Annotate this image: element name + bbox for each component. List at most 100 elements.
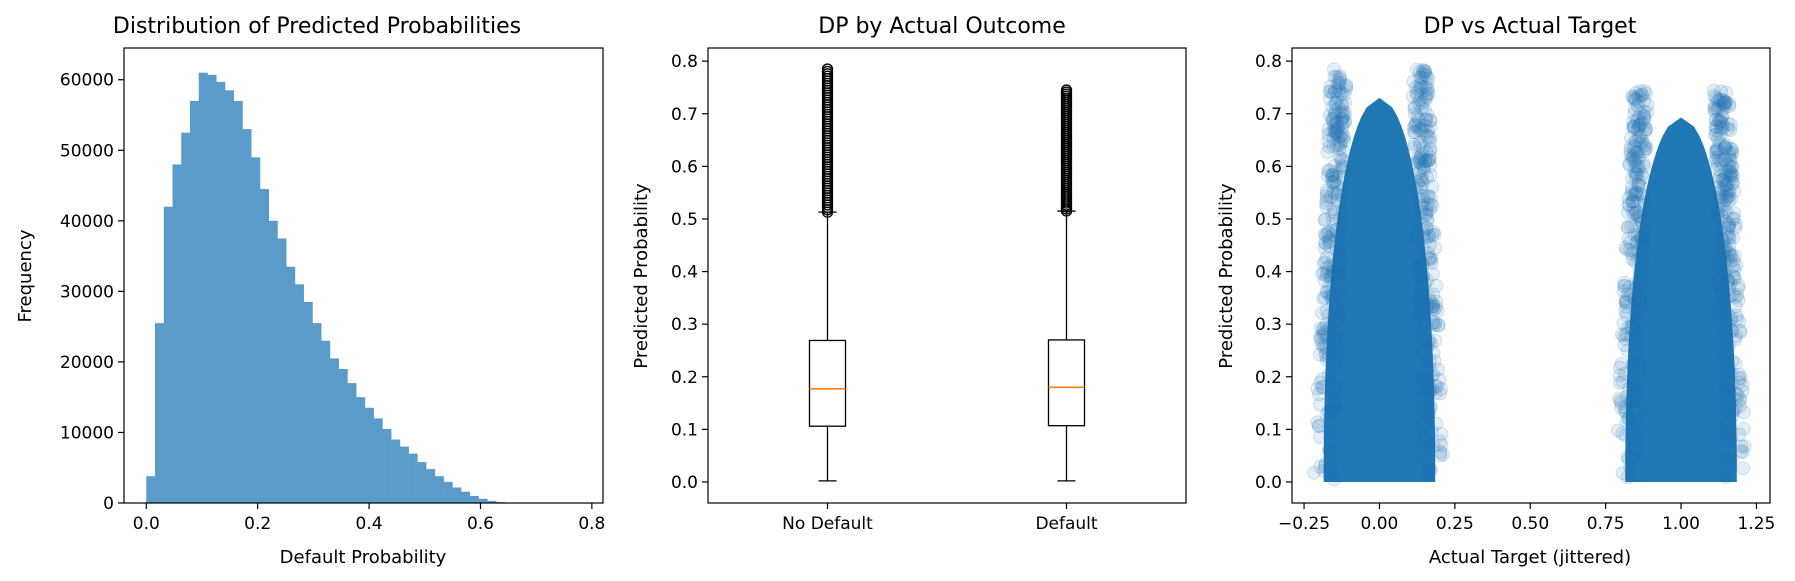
scatter-point <box>1322 163 1337 178</box>
scatter-point <box>1327 266 1342 281</box>
scatter-point <box>1713 115 1728 130</box>
histogram-bar <box>487 500 497 503</box>
scatter-point <box>1423 463 1438 478</box>
scatter-point <box>1616 284 1631 299</box>
scatter-point <box>1336 182 1351 197</box>
scatter-point <box>1331 75 1346 90</box>
scatter-point <box>1632 292 1647 307</box>
scatter-point <box>1433 448 1448 463</box>
scatter-point <box>1709 143 1724 158</box>
scatter-point <box>1317 265 1332 280</box>
scatter-point <box>1717 177 1732 192</box>
scatter-point <box>1322 336 1337 351</box>
scatter-point <box>1427 318 1442 333</box>
histogram-panel: Distribution of Predicted Probabilities … <box>15 14 605 568</box>
hist-y-tick-label: 40000 <box>60 212 114 232</box>
scatter-point <box>1411 120 1426 135</box>
scatter-point <box>1412 152 1427 167</box>
scatter-point <box>1725 268 1740 283</box>
scatter-point <box>1720 306 1735 321</box>
scatter-point <box>1619 308 1634 323</box>
box-y-tick-label: 0.1 <box>671 420 698 440</box>
scatter-point <box>1331 312 1346 327</box>
scatter-point <box>1636 228 1651 243</box>
scatter-point <box>1707 97 1722 112</box>
scatter-point <box>1710 142 1725 157</box>
scatter-point <box>1713 308 1728 323</box>
scatter-point <box>1635 257 1650 272</box>
scatter-point <box>1329 313 1344 328</box>
histogram-bar <box>338 368 348 503</box>
scatter-point <box>1635 170 1650 185</box>
scatter-point <box>1314 337 1329 352</box>
scatter-point <box>1619 299 1634 314</box>
scatter-point <box>1725 409 1740 424</box>
scatter-point <box>1331 82 1346 97</box>
scatter-point <box>1332 232 1347 247</box>
outliers <box>821 63 834 218</box>
scatter-point <box>1319 183 1334 198</box>
scatter-point <box>1631 145 1646 160</box>
scatter-point <box>1319 268 1334 283</box>
scatter-point <box>1327 121 1342 136</box>
scatter-point <box>1725 354 1740 369</box>
scatter-point <box>1417 277 1432 292</box>
scatter-point <box>1727 206 1742 221</box>
scatter-point <box>1318 255 1333 270</box>
scatter-point <box>1631 89 1646 104</box>
scatter-point <box>1414 239 1429 254</box>
scatter-point <box>1719 230 1734 245</box>
scatter-point <box>1414 70 1429 85</box>
scatter-point <box>1711 255 1726 270</box>
scatter-point <box>1626 321 1641 336</box>
scatter-point <box>1709 141 1724 156</box>
scatter-point <box>1310 381 1325 396</box>
scatter-point <box>1408 117 1423 132</box>
scatter-point <box>1635 167 1650 182</box>
scatter-point <box>1612 368 1627 383</box>
scatter-point <box>1407 99 1422 114</box>
scatter-point <box>1423 130 1438 145</box>
chart-title: DP vs Actual Target <box>1424 14 1637 39</box>
scatter-point <box>1311 387 1326 402</box>
scatter-point <box>1319 199 1334 214</box>
scatter-point <box>1629 205 1644 220</box>
scatter-point <box>1326 401 1341 416</box>
scatter-point <box>1323 268 1338 283</box>
scatter-point <box>1716 241 1731 256</box>
scatter-point <box>1718 240 1733 255</box>
scatter-point <box>1327 384 1342 399</box>
scatter-y-tick-label: 0.7 <box>1255 105 1282 125</box>
scatter-point <box>1418 89 1433 104</box>
scatter-point <box>1416 192 1431 207</box>
scatter-x-tick-label: 1.25 <box>1737 514 1775 534</box>
scatter-point <box>1616 316 1631 331</box>
scatter-point <box>1415 95 1430 110</box>
scatter-point <box>1624 288 1639 303</box>
scatter-point <box>1632 264 1647 279</box>
scatter-point <box>1420 212 1435 227</box>
scatter-point <box>1720 227 1735 242</box>
histogram-bar <box>277 238 287 503</box>
histogram-bar <box>408 453 418 503</box>
scatter-point <box>1423 197 1438 212</box>
axes-frame <box>123 47 604 504</box>
scatter-point <box>1422 383 1437 398</box>
scatter-point <box>1622 198 1637 213</box>
scatter-point <box>1619 295 1634 310</box>
scatter-point <box>1633 302 1648 317</box>
scatter-point <box>1621 197 1636 212</box>
scatter-point <box>1625 252 1640 267</box>
scatter-point <box>1337 133 1352 148</box>
scatter-point <box>1412 113 1427 128</box>
scatter-point <box>1431 317 1446 332</box>
scatter-point <box>1414 370 1429 385</box>
scatter-point <box>1630 208 1645 223</box>
scatter-point <box>1627 91 1642 106</box>
scatter-point <box>1333 287 1348 302</box>
scatter-point <box>1618 331 1633 346</box>
scatter-point <box>1421 380 1436 395</box>
scatter-point <box>1416 226 1431 241</box>
scatter-point <box>1414 199 1429 214</box>
